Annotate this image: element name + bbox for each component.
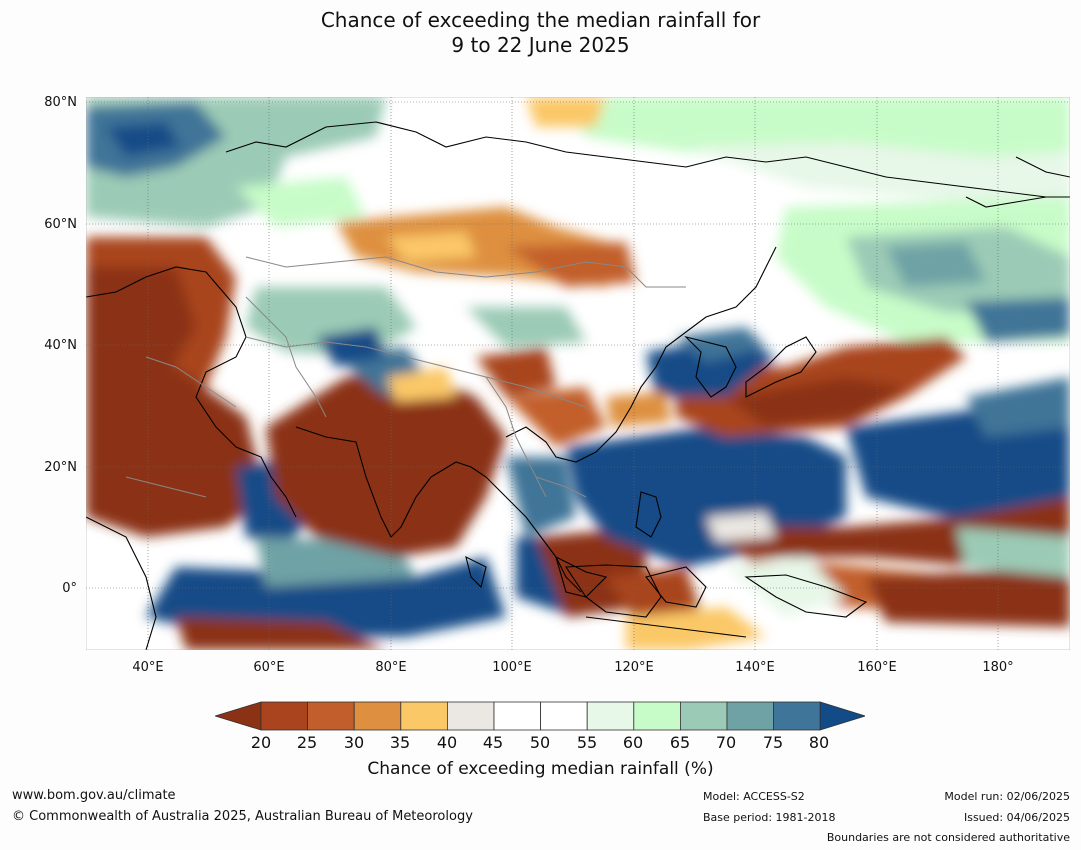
colorbar-segment [633,701,681,731]
colorbar-tick-80: 80 [808,733,830,752]
lon-label-80e: 80°E [375,660,407,675]
title-line-2: 9 to 22 June 2025 [451,33,630,57]
colorbar-tick-30: 30 [343,733,365,752]
graticule [86,97,1070,650]
rainfall-map [86,97,1070,650]
colorbar-tick-40: 40 [436,733,458,752]
lat-label-60n: 60°N [44,217,77,232]
colorbar-tick-25: 25 [296,733,318,752]
colorbar-segment [307,701,355,731]
colorbar-segment [446,701,495,731]
country-borders [125,256,686,498]
colorbar-segment [260,701,308,731]
footer-copyright: © Commonwealth of Australia 2025, Austra… [12,809,473,824]
colorbar-segment [586,701,635,731]
coastlines [86,121,1070,650]
colorbar-arrow-high [819,701,865,731]
footer-url: www.bom.gov.au/climate [12,788,176,803]
lon-label-40e: 40°E [132,660,164,675]
chart-title: Chance of exceeding the median rainfall … [0,8,1081,58]
colorbar-segment [493,701,541,731]
lat-label-0: 0° [62,581,77,596]
colorbar-tick-55: 55 [576,733,598,752]
colorbar-label: Chance of exceeding median rainfall (%) [367,759,714,779]
colorbar-segment [540,701,588,731]
colorbar-tick-75: 75 [762,733,784,752]
colorbar-tick-50: 50 [529,733,551,752]
colorbar-segment [400,701,448,731]
colorbar-tick-60: 60 [622,733,644,752]
lon-label-60e: 60°E [253,660,285,675]
colorbar-tick-70: 70 [715,733,737,752]
lon-label-180: 180° [982,660,1014,675]
colorbar-tick-65: 65 [669,733,691,752]
footer-model-run: Model run: 02/06/2025 [944,790,1070,803]
footer-model: Model: ACCESS-S2 [703,790,805,803]
colorbar-tick-20: 20 [250,733,272,752]
title-line-1: Chance of exceeding the median rainfall … [320,8,761,32]
colorbar [215,701,865,731]
lat-label-40n: 40°N [44,338,77,353]
lon-label-160e: 160°E [857,660,897,675]
footer-issued: Issued: 04/06/2025 [963,811,1070,824]
colorbar-arrow-low [215,701,262,731]
lat-label-80n: 80°N [44,95,77,110]
rainfall-field [86,97,1070,650]
colorbar-segment [353,701,402,731]
lon-label-100e: 100°E [492,660,532,675]
colorbar-segment [679,701,728,731]
colorbar-segment [773,701,821,731]
colorbar-tick-45: 45 [482,733,504,752]
colorbar-tick-35: 35 [389,733,411,752]
footer-base-period: Base period: 1981-2018 [703,811,836,824]
colorbar-segment [726,701,774,731]
lat-label-20n: 20°N [44,460,77,475]
lon-label-140e: 140°E [735,660,775,675]
footer-disclaimer: Boundaries are not considered authoritat… [826,831,1070,844]
lon-label-120e: 120°E [614,660,654,675]
